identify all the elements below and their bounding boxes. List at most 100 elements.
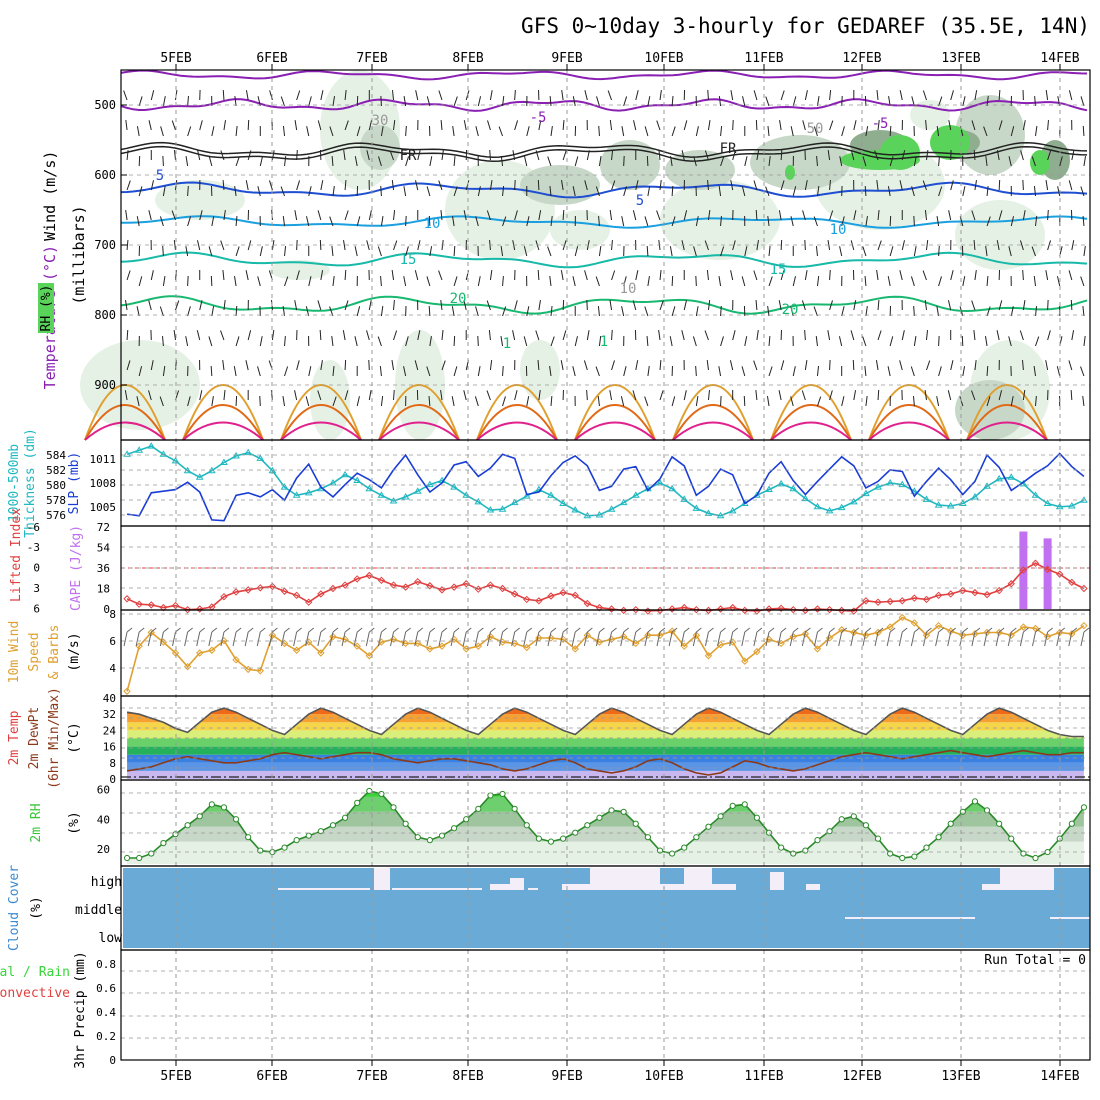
wind-barb bbox=[452, 126, 455, 137]
wind-barb bbox=[523, 336, 528, 347]
ylabel-thickness-1: 1000-500mb bbox=[7, 444, 22, 522]
ylabel-rh2m: 2m RH bbox=[29, 803, 44, 842]
wind-barb bbox=[159, 396, 164, 407]
wind-barb bbox=[453, 245, 456, 257]
wind10-barb bbox=[414, 631, 419, 647]
wind-barb bbox=[282, 396, 286, 407]
wind10-barb bbox=[947, 631, 952, 647]
wind-barb bbox=[766, 396, 770, 407]
wind-barb bbox=[611, 329, 613, 341]
wind-barb bbox=[768, 276, 773, 287]
wind-barb bbox=[550, 306, 553, 317]
wind-barb bbox=[644, 306, 649, 317]
wind-barb bbox=[259, 156, 264, 167]
wind-barb bbox=[185, 156, 189, 167]
wind-barb bbox=[584, 90, 588, 101]
rh2m-marker bbox=[426, 837, 433, 844]
wind10-barb-flag bbox=[926, 627, 932, 633]
wind-barb bbox=[877, 330, 882, 341]
wind-barb bbox=[765, 96, 770, 107]
rh2m-marker bbox=[354, 799, 361, 806]
wind-barb bbox=[280, 186, 285, 197]
thickness-tick: 584 bbox=[46, 449, 66, 462]
wind-barb bbox=[876, 180, 879, 191]
wind-barb bbox=[257, 96, 261, 107]
wind10-barb-flag bbox=[332, 627, 339, 633]
lifted-index-marker bbox=[837, 606, 846, 615]
rh2m-marker bbox=[741, 801, 748, 808]
wind-barb bbox=[1019, 240, 1024, 251]
wind10-marker bbox=[886, 623, 894, 631]
lifted-index-marker bbox=[571, 591, 579, 600]
contour-temp-35 bbox=[84, 421, 1048, 441]
wind-barb bbox=[284, 366, 289, 377]
wind-barb bbox=[235, 395, 238, 407]
date-label-bottom: 10FEB bbox=[644, 1069, 683, 1084]
lifted-index-marker bbox=[1031, 559, 1040, 567]
wind-barb bbox=[148, 210, 152, 221]
wind-barb bbox=[331, 155, 334, 167]
lifted-index-marker bbox=[619, 606, 628, 615]
wind10-barb bbox=[426, 631, 431, 647]
lifted-index-marker bbox=[983, 590, 991, 599]
cloud-level-label: middle bbox=[75, 903, 122, 918]
thickness-marker bbox=[401, 492, 410, 500]
wind-barb bbox=[284, 276, 289, 287]
wind-barb bbox=[562, 119, 565, 131]
thickness-marker bbox=[971, 492, 979, 500]
wind-barb bbox=[247, 330, 252, 341]
wind-barb bbox=[802, 210, 806, 221]
contour-label: -5 bbox=[530, 110, 547, 126]
wind-barb bbox=[308, 186, 312, 197]
wind-barb bbox=[426, 276, 431, 287]
lifted-index-marker bbox=[438, 586, 446, 594]
wind-barb bbox=[961, 335, 964, 347]
wind10-barb-flag bbox=[877, 627, 884, 633]
thickness-marker bbox=[862, 489, 870, 497]
wind10-tick: 6 bbox=[109, 635, 116, 648]
wind10-marker bbox=[1043, 632, 1052, 641]
rh2m-marker bbox=[560, 835, 567, 842]
wind-barb bbox=[393, 389, 395, 401]
ylabel-lifted-index: Lifted Index bbox=[9, 508, 24, 602]
wind-barb bbox=[877, 299, 880, 311]
wind10-barb bbox=[668, 631, 673, 647]
wind-barb bbox=[222, 179, 225, 191]
precip-tick: 0.4 bbox=[96, 1006, 116, 1019]
contour-temp-20 bbox=[120, 295, 1088, 315]
wind-barb bbox=[489, 149, 491, 161]
wind-barb bbox=[159, 306, 164, 317]
wind10-barb-flag bbox=[562, 627, 569, 633]
wind10-barb bbox=[644, 631, 649, 647]
wind-barb bbox=[829, 300, 833, 311]
wind-barb bbox=[659, 300, 664, 311]
pressure-tick: 600 bbox=[94, 168, 116, 182]
wind-barb bbox=[850, 330, 855, 341]
wind10-barb-flag bbox=[284, 627, 290, 633]
contour-temp-25 bbox=[84, 384, 1048, 441]
wind-barb bbox=[148, 390, 152, 401]
temp-band bbox=[127, 738, 1084, 747]
wind-barb bbox=[718, 276, 722, 287]
lifted-index-marker bbox=[401, 583, 410, 591]
rh-shading bbox=[520, 165, 600, 205]
wind-barb bbox=[572, 366, 576, 377]
wind10-barb-flag bbox=[356, 627, 363, 633]
wind-barb bbox=[512, 330, 516, 341]
wind-barb bbox=[535, 150, 540, 161]
wind-barb bbox=[874, 150, 879, 161]
wind-barb bbox=[1022, 300, 1026, 311]
wind10-barb bbox=[583, 631, 588, 647]
wind-barb bbox=[489, 90, 493, 101]
wind-barb bbox=[136, 396, 140, 407]
wind-barb bbox=[718, 366, 722, 377]
contour-label: 15 bbox=[770, 262, 787, 278]
wind-barb bbox=[974, 180, 977, 191]
wind-barb bbox=[950, 270, 954, 281]
wind-barb bbox=[463, 210, 467, 221]
wind-barb bbox=[778, 390, 782, 401]
wind-barb bbox=[695, 365, 697, 377]
wind10-barb-flag bbox=[223, 627, 230, 633]
cape-bar bbox=[1043, 538, 1052, 609]
thickness-marker bbox=[728, 506, 737, 514]
